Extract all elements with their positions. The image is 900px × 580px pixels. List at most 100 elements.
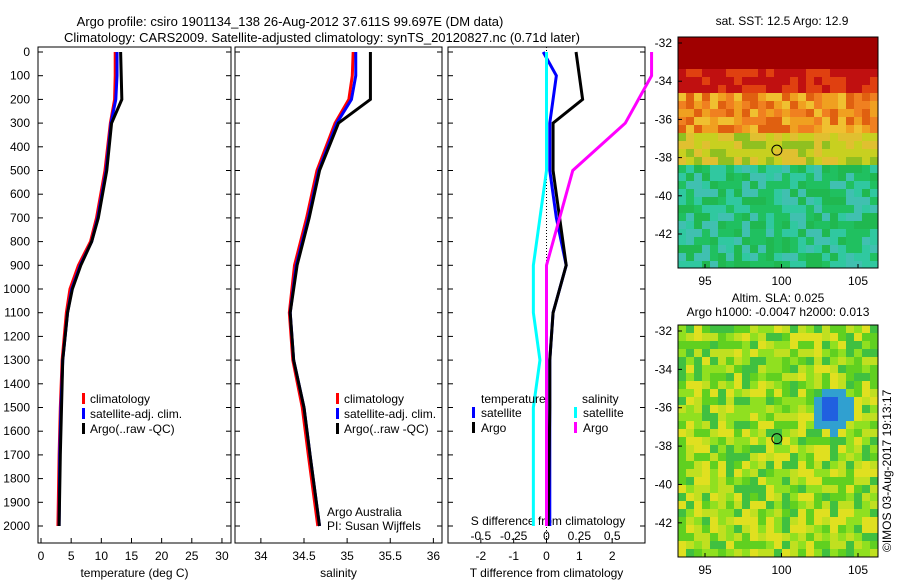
map-cell: [774, 397, 782, 405]
map-cell: [766, 357, 774, 365]
map-cell: [710, 69, 718, 77]
map-cell: [742, 53, 750, 61]
map-cell: [862, 509, 870, 517]
map-cell: [750, 149, 758, 157]
map-cell: [822, 445, 830, 453]
map-cell: [726, 149, 734, 157]
map-cell: [694, 245, 702, 253]
map-cell: [854, 133, 862, 141]
map-cell: [774, 429, 782, 437]
map-cell: [774, 53, 782, 61]
map-cell: [742, 109, 750, 117]
map-cell: [694, 173, 702, 181]
map-cell: [814, 213, 822, 221]
map-cell: [830, 509, 838, 517]
map-cell: [718, 461, 726, 469]
map-cell: [742, 381, 750, 389]
map-cell: [838, 437, 846, 445]
map-cell: [838, 541, 846, 549]
map-cell: [750, 493, 758, 501]
map-cell: [718, 517, 726, 525]
map-cell: [830, 197, 838, 205]
map-cell: [750, 157, 758, 165]
map-cell: [734, 189, 742, 197]
map-cell: [750, 125, 758, 133]
map-cell: [846, 133, 854, 141]
map-cell: [806, 157, 814, 165]
map-cell: [742, 469, 750, 477]
map-cell: [798, 461, 806, 469]
map-cell: [678, 405, 686, 413]
map-cell: [798, 61, 806, 69]
map-cell: [854, 365, 862, 373]
map-cell: [838, 205, 846, 213]
map-cell: [790, 141, 798, 149]
map-cell: [822, 517, 830, 525]
map-cell: [678, 493, 686, 501]
map-cell: [734, 261, 742, 268]
map-cell: [782, 525, 790, 533]
map-cell: [854, 149, 862, 157]
map-cell: [806, 405, 814, 413]
map-cell: [806, 197, 814, 205]
map-cell: [694, 357, 702, 365]
map-cell: [790, 541, 798, 549]
map-cell: [838, 509, 846, 517]
map-cell: [718, 165, 726, 173]
map-cell: [798, 397, 806, 405]
map-cell: [798, 229, 806, 237]
map-cell: [822, 397, 830, 405]
map-cell: [774, 453, 782, 461]
map-cell: [734, 365, 742, 373]
map-cell: [806, 421, 814, 429]
map-cell: [694, 53, 702, 61]
map-cell: [742, 533, 750, 541]
map-cell: [734, 141, 742, 149]
y-tick-label: 800: [10, 235, 30, 249]
map-cell: [822, 325, 830, 333]
map-cell: [846, 493, 854, 501]
y-tick-label: 700: [10, 211, 30, 225]
map-cell: [822, 261, 830, 268]
map-cell: [686, 133, 694, 141]
map-cell: [742, 429, 750, 437]
map-cell: [854, 437, 862, 445]
map-cell: [830, 405, 838, 413]
map-cell: [774, 477, 782, 485]
map-cell: [782, 405, 790, 413]
legend-label: climatology: [344, 392, 404, 406]
map-cell: [766, 341, 774, 349]
map-cell: [870, 197, 878, 205]
map-cell: [742, 501, 750, 509]
map-cell: [782, 37, 790, 45]
lon-tick-label: 95: [698, 563, 712, 577]
map-cell: [734, 45, 742, 53]
map-cell: [742, 229, 750, 237]
map-cell: [774, 165, 782, 173]
map-cell: [806, 453, 814, 461]
lon-tick-label: 105: [848, 274, 868, 288]
map-cell: [830, 421, 838, 429]
map-cell: [742, 325, 750, 333]
map-cell: [710, 549, 718, 557]
map-cell: [814, 61, 822, 69]
map-cell: [734, 101, 742, 109]
map-cell: [782, 453, 790, 461]
map-cell: [750, 245, 758, 253]
map-cell: [838, 181, 846, 189]
map-cell: [678, 381, 686, 389]
map-cell: [814, 341, 822, 349]
map-cell: [734, 525, 742, 533]
map-cell: [806, 101, 814, 109]
map-cell: [838, 349, 846, 357]
map-cell: [870, 173, 878, 181]
map-cell: [782, 181, 790, 189]
map-cell: [766, 349, 774, 357]
map-cell: [854, 109, 862, 117]
map-cell: [726, 517, 734, 525]
map-cell: [686, 341, 694, 349]
map-cell: [726, 85, 734, 93]
map-cell: [830, 549, 838, 557]
legend-title-salinity: salinity: [582, 392, 619, 406]
map-cell: [862, 541, 870, 549]
